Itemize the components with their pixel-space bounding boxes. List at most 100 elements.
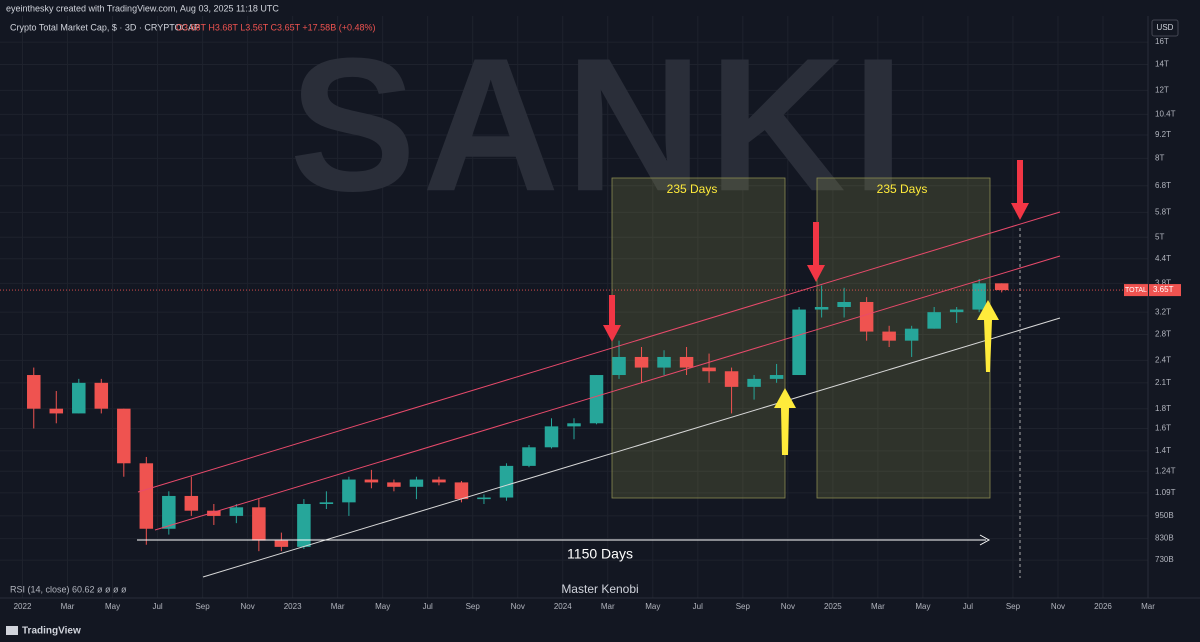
candle-body xyxy=(184,495,199,511)
candle-body xyxy=(477,497,491,500)
price-tag xyxy=(1149,284,1181,297)
y-tick-label: 9.2T xyxy=(1155,130,1171,139)
candle-body xyxy=(94,382,109,409)
candle-body xyxy=(274,540,289,547)
down-arrow xyxy=(603,295,621,342)
y-tick-label: 1.4T xyxy=(1155,446,1171,455)
candle-body xyxy=(769,375,784,379)
candle-body xyxy=(792,309,806,376)
annotation: 235 Days xyxy=(877,182,928,196)
y-tick-label: 16T xyxy=(1155,37,1169,46)
y-tick-label: 3.8T xyxy=(1155,278,1171,287)
x-tick-label: Jul xyxy=(693,602,703,611)
candle-body xyxy=(949,309,964,313)
header: eyeinthesky created with TradingView.com… xyxy=(6,3,279,13)
x-tick-label: May xyxy=(105,602,120,611)
price-label: 3.65T xyxy=(1153,285,1174,294)
x-tick-label: May xyxy=(645,602,660,611)
candle-body xyxy=(49,408,64,414)
x-tick-label: 2024 xyxy=(554,602,572,611)
x-tick-label: Nov xyxy=(240,602,254,611)
candle-body xyxy=(612,356,626,376)
candle-body xyxy=(882,331,896,341)
x-tick-label: Sep xyxy=(736,602,751,611)
candle-body xyxy=(747,378,761,387)
x-tick-label: Nov xyxy=(781,602,795,611)
candle-body xyxy=(162,495,176,529)
x-tick-label: May xyxy=(915,602,930,611)
y-tick-label: 2.1T xyxy=(1155,378,1171,387)
x-tick-label: Sep xyxy=(466,602,481,611)
x-tick-label: Sep xyxy=(1006,602,1021,611)
channel-upper xyxy=(137,211,1061,493)
x-tick-label: Nov xyxy=(511,602,525,611)
x-tick-label: 2026 xyxy=(1094,602,1112,611)
x-tick-label: Mar xyxy=(331,602,345,611)
x-tick-label: Mar xyxy=(61,602,75,611)
channel-middle xyxy=(154,255,1061,531)
y-tick-label: 10.4T xyxy=(1155,110,1176,119)
ohlc: O3.68T H3.68T L3.56T C3.65T +17.58B (+0.… xyxy=(176,22,375,32)
y-tick-label: 1.6T xyxy=(1155,424,1171,433)
grid xyxy=(0,16,1149,598)
candle-body xyxy=(994,283,1009,291)
candle-body xyxy=(657,356,671,368)
indicator: RSI (14, close) 60.62 ø ø ø ø xyxy=(10,584,127,594)
y-tick-label: 5.8T xyxy=(1155,207,1171,216)
candle-body xyxy=(837,301,851,307)
x-tick-label: Nov xyxy=(1051,602,1065,611)
y-tick-label: 950B xyxy=(1155,511,1174,520)
candle-body xyxy=(544,426,559,448)
candle-body xyxy=(342,479,356,503)
x-tick-label: Mar xyxy=(601,602,615,611)
currency: USD xyxy=(1157,23,1174,32)
y-tick-label: 1.24T xyxy=(1155,466,1176,475)
y-tick-label: 2.4T xyxy=(1155,356,1171,365)
red-arrows xyxy=(603,160,1029,342)
candle-body xyxy=(297,503,311,547)
range-box xyxy=(611,177,786,499)
candle-body xyxy=(634,356,649,368)
y-tick-label: 4.4T xyxy=(1155,254,1171,263)
x-tick-label: 2025 xyxy=(824,602,842,611)
candle-body xyxy=(972,283,986,310)
candle-body xyxy=(702,367,716,372)
y-tick-label: 2.8T xyxy=(1155,330,1171,339)
symbol-label: TOTAL xyxy=(1125,287,1147,294)
brand-logo xyxy=(6,626,18,635)
candle-body xyxy=(567,423,581,427)
candle-body xyxy=(814,306,829,310)
footer xyxy=(0,620,1200,642)
arrow-head xyxy=(979,534,991,546)
y-tick-label: 1.09T xyxy=(1155,488,1176,497)
range-box xyxy=(816,177,991,499)
down-arrow xyxy=(1011,160,1029,220)
x-tick-label: Sep xyxy=(195,602,210,611)
candle-body xyxy=(229,507,244,516)
candle-body xyxy=(454,482,469,500)
author: Master Kenobi xyxy=(561,582,638,596)
up-arrow xyxy=(774,388,796,455)
candle-body xyxy=(27,375,41,409)
candle-body xyxy=(207,510,221,516)
x-tick-label: Mar xyxy=(871,602,885,611)
y-tick-label: 6.8T xyxy=(1155,181,1171,190)
brand: TradingView xyxy=(22,626,81,637)
candle-body xyxy=(432,479,446,483)
yellow-arrows xyxy=(774,300,999,455)
y-tick-label: 5T xyxy=(1155,232,1164,241)
channel-lower xyxy=(202,317,1061,578)
candle-body xyxy=(72,382,86,414)
annotation: 235 Days xyxy=(667,182,718,196)
x-tick-label: Jul xyxy=(152,602,162,611)
candle-body xyxy=(904,328,919,341)
candle-body xyxy=(499,465,514,498)
watermark: SANKI xyxy=(289,19,910,231)
x-tick-label: Mar xyxy=(1141,602,1155,611)
candle-body xyxy=(117,408,131,464)
x-tick-label: Jul xyxy=(423,602,433,611)
candle-body xyxy=(679,356,694,368)
candle-body xyxy=(387,482,401,487)
